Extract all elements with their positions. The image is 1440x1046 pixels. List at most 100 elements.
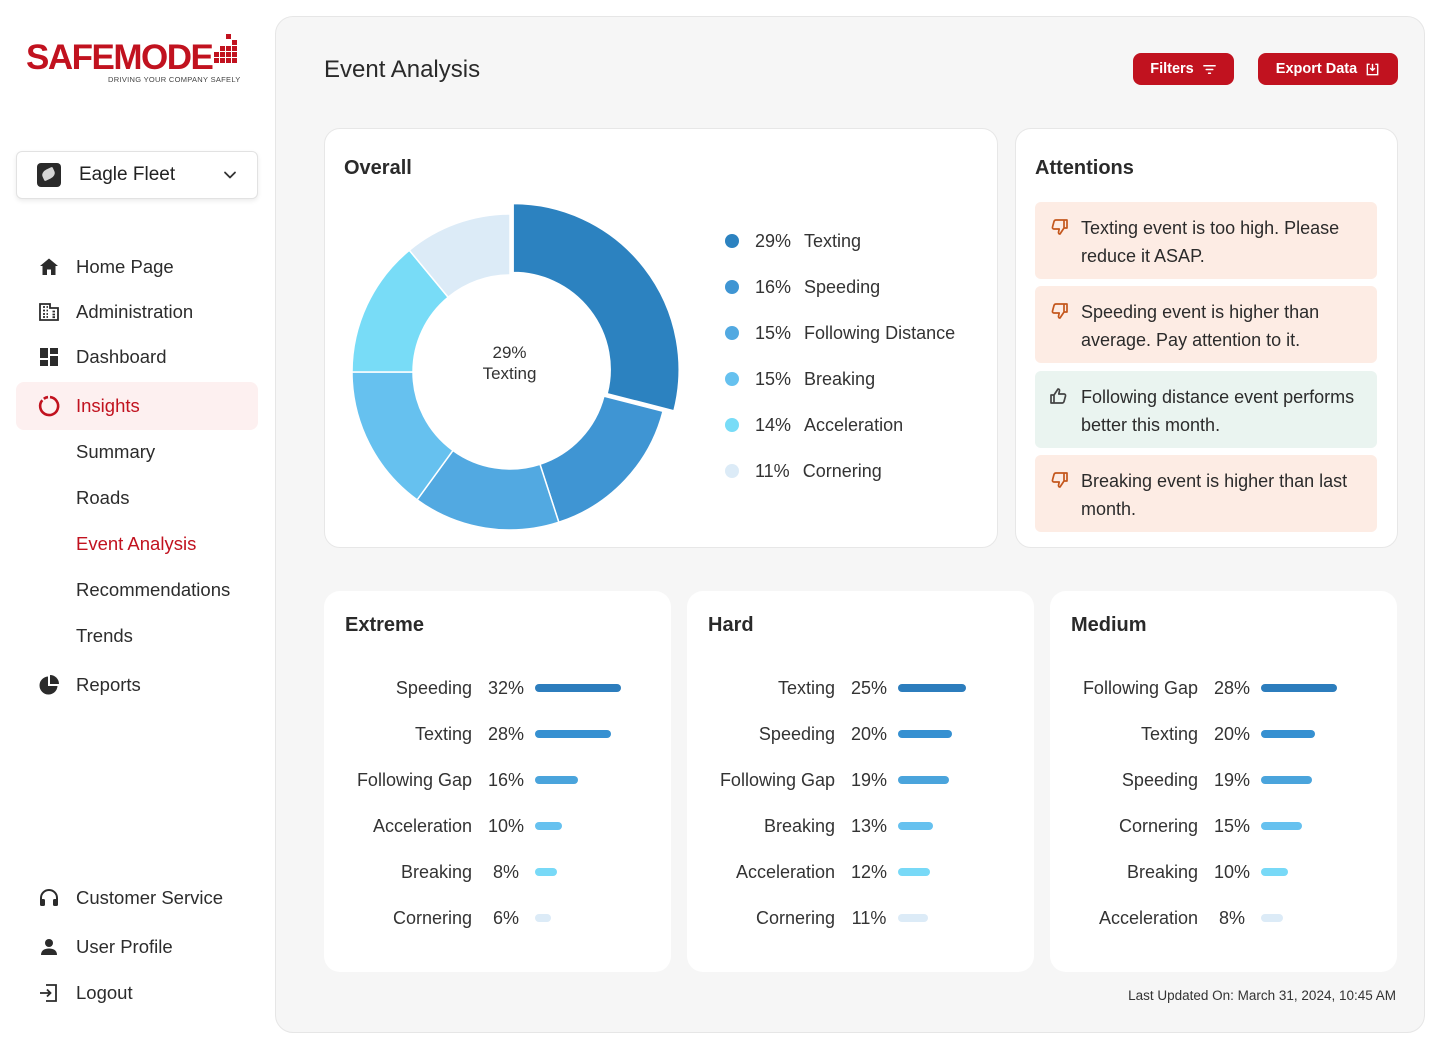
sidebar: SAFEMODE DRIVING YOUR COMPANY SAFELY Eag… xyxy=(0,0,274,1046)
bar-percent: 8% xyxy=(1218,907,1245,928)
bar-percent: 13% xyxy=(850,815,888,836)
attention-text: Following distance event performs better… xyxy=(1081,387,1355,435)
donut-slice-speeding[interactable] xyxy=(539,395,664,524)
legend-percent: 15% xyxy=(755,368,792,389)
thumbs-down-icon xyxy=(1051,219,1068,235)
bar-label: Following Gap xyxy=(719,769,835,790)
legend-dot xyxy=(725,280,739,294)
bar-label: Texting xyxy=(777,677,835,698)
bar-percent: 10% xyxy=(1213,861,1251,882)
nav-sub-trends[interactable]: Trends xyxy=(76,625,133,646)
nav-sub-roads[interactable]: Roads xyxy=(76,487,130,508)
nav-user-profile[interactable]: User Profile xyxy=(16,925,258,969)
hard-title: Hard xyxy=(708,614,754,636)
thumbs-down-icon xyxy=(1051,303,1068,319)
export-icon xyxy=(1366,63,1379,75)
logo-grid-icon xyxy=(214,34,246,72)
building-icon xyxy=(39,303,59,321)
bar-fill xyxy=(535,822,562,830)
nav-customer-service-label: Customer Service xyxy=(76,887,224,908)
bar-percent: 20% xyxy=(1213,723,1251,744)
legend-item: 29% Texting xyxy=(725,229,861,253)
legend-item: 11% Cornering xyxy=(725,459,882,483)
bar-fill xyxy=(1261,684,1337,692)
legend-percent: 15% xyxy=(755,322,792,343)
nav-administration-label: Administration xyxy=(76,301,194,322)
bar-percent: 6% xyxy=(492,907,519,928)
nav-insights[interactable]: Insights xyxy=(16,382,258,430)
extreme-card: Extreme Speeding 32% Texting 28% Following G… xyxy=(324,591,671,972)
filters-button[interactable]: Filters xyxy=(1133,53,1234,85)
legend-dot xyxy=(725,464,739,478)
attentions-card: Attentions Texting event is too high. Pl… xyxy=(1015,128,1398,548)
nav-sub-recommendations[interactable]: Recommendations xyxy=(76,579,231,600)
attention-item: Texting event is too high. Please reduce… xyxy=(1035,202,1377,279)
bar-label: Breaking xyxy=(763,815,835,836)
bar-label: Acceleration xyxy=(735,861,835,882)
legend-label: Following Distance xyxy=(804,322,956,343)
bar-label: Speeding xyxy=(758,723,835,744)
bar-fill xyxy=(535,776,578,784)
nav-sub-summary[interactable]: Summary xyxy=(76,441,156,462)
page-title: Event Analysis xyxy=(324,56,481,83)
bar-fill xyxy=(898,776,949,784)
legend-item: 15% Following Distance xyxy=(725,321,955,345)
attention-text: Speeding event is higher than average. P… xyxy=(1081,302,1320,350)
bar-fill xyxy=(898,914,928,922)
bar-label: Cornering xyxy=(1118,815,1198,836)
safemode-logo[interactable]: SAFEMODE DRIVING YOUR COMPANY SAFELY xyxy=(26,30,256,90)
dashboard-icon xyxy=(40,348,58,366)
legend-item: 16% Speeding xyxy=(725,275,880,299)
legend-label: Texting xyxy=(804,230,862,251)
nav-insights-label: Insights xyxy=(76,395,140,416)
main-content: Event Analysis Filters Export Data Overa… xyxy=(275,16,1425,1033)
bar-percent: 10% xyxy=(487,815,525,836)
bar-fill xyxy=(1261,868,1288,876)
legend-dot xyxy=(725,372,739,386)
legend-dot xyxy=(725,418,739,432)
donut-slice-texting[interactable] xyxy=(512,202,680,412)
bar-fill xyxy=(1261,730,1315,738)
logo-tagline: DRIVING YOUR COMPANY SAFELY xyxy=(108,75,241,84)
donut-center-pct: 29% xyxy=(492,343,527,362)
nav-home[interactable]: Home Page xyxy=(16,245,258,289)
bar-percent: 11% xyxy=(851,907,887,928)
bar-label: Breaking xyxy=(400,861,472,882)
nav-dashboard[interactable]: Dashboard xyxy=(16,335,258,379)
nav-home-label: Home Page xyxy=(76,256,174,277)
legend-label: Acceleration xyxy=(804,414,904,435)
donut-slice-cornering[interactable] xyxy=(408,213,511,299)
bar-label: Following Gap xyxy=(1082,677,1198,698)
pie-chart-icon xyxy=(39,675,59,695)
bar-percent: 16% xyxy=(487,769,525,790)
nav-user-profile-label: User Profile xyxy=(76,936,173,957)
nav-administration[interactable]: Administration xyxy=(16,290,258,334)
overall-title: Overall xyxy=(344,157,412,179)
hard-card: Hard Texting 25% Speeding 20% Following Gap 1… xyxy=(687,591,1034,972)
bar-fill xyxy=(535,730,611,738)
bar-percent: 19% xyxy=(850,769,888,790)
attention-text: Texting event is too high. Please reduce… xyxy=(1081,218,1340,266)
nav-customer-service[interactable]: Customer Service xyxy=(16,876,258,920)
bar-fill xyxy=(898,730,952,738)
fleet-selector[interactable]: Eagle Fleet xyxy=(16,151,258,199)
bar-label: Cornering xyxy=(392,907,472,928)
export-data-button[interactable]: Export Data xyxy=(1258,53,1398,85)
bar-percent: 25% xyxy=(850,677,888,698)
nav-logout[interactable]: Logout xyxy=(16,971,258,1015)
filters-button-label: Filters xyxy=(1150,61,1194,77)
legend-percent: 14% xyxy=(755,414,792,435)
bar-percent: 28% xyxy=(487,723,525,744)
legend-percent: 11% xyxy=(755,460,790,481)
bar-percent: 28% xyxy=(1213,677,1251,698)
bar-fill xyxy=(898,868,930,876)
legend-label: Cornering xyxy=(802,460,882,481)
bar-percent: 8% xyxy=(492,861,519,882)
overall-donut-chart xyxy=(351,202,680,531)
legend-dot xyxy=(725,326,739,340)
nav-reports-label: Reports xyxy=(76,674,141,695)
nav-sub-event-analysis[interactable]: Event Analysis xyxy=(76,533,197,554)
legend-item: 14% Acceleration xyxy=(725,413,903,437)
bar-fill xyxy=(535,868,557,876)
nav-reports[interactable]: Reports xyxy=(16,663,258,707)
